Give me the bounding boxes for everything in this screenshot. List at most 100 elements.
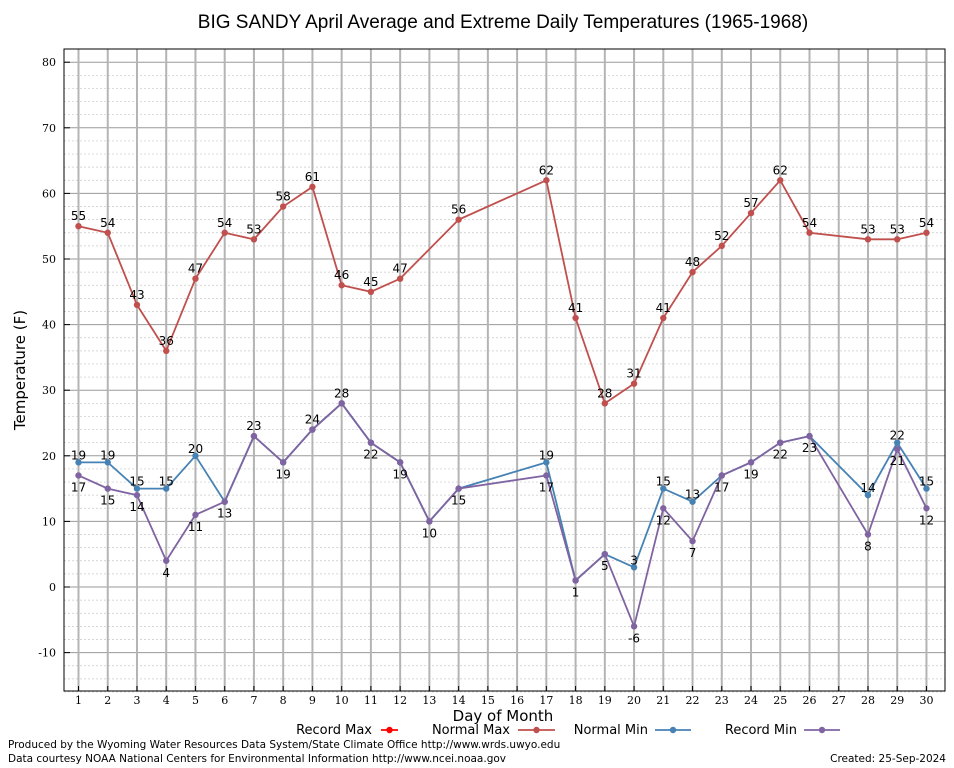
normal-min-data-label: 23 bbox=[802, 441, 817, 455]
normal-max-data-label: 55 bbox=[71, 209, 86, 223]
record-min-point bbox=[250, 432, 258, 440]
normal-max-point bbox=[543, 177, 550, 184]
normal-min-data-label: 19 bbox=[743, 467, 758, 481]
record-min-data-label: 14 bbox=[129, 500, 144, 514]
record-min-data-label: 21 bbox=[890, 454, 905, 468]
normal-min-data-label: 13 bbox=[685, 488, 700, 502]
normal-max-point bbox=[894, 236, 901, 243]
y-tick-label: 80 bbox=[42, 56, 56, 69]
record-min-point bbox=[543, 472, 550, 479]
normal-max-point bbox=[367, 288, 375, 295]
record-min-data-label: 17 bbox=[71, 480, 86, 494]
legend: Record Max Normal Max Normal Min Record Min bbox=[296, 723, 840, 738]
normal-max-data-label: 62 bbox=[539, 163, 554, 177]
normal-min-data-label: 15 bbox=[656, 475, 671, 489]
record-min-point bbox=[601, 551, 609, 558]
x-tick-label: 7 bbox=[250, 694, 257, 707]
record-min-point bbox=[777, 439, 784, 446]
normal-min-data-label: 5 bbox=[601, 559, 609, 573]
footer-created-date: Created: 25-Sep-2024 bbox=[830, 753, 946, 765]
normal-min-data-label: 19 bbox=[100, 448, 115, 462]
record-min-point bbox=[806, 432, 813, 440]
normal-max-point bbox=[747, 209, 755, 217]
record-min-data-label: 4 bbox=[162, 566, 170, 580]
x-tick-label: 14 bbox=[452, 694, 466, 707]
normal-max-line bbox=[78, 178, 927, 405]
normal-max-data-label: 41 bbox=[656, 301, 671, 315]
normal-min-data-label: 24 bbox=[305, 413, 320, 427]
normal-min-data-label: 13 bbox=[217, 507, 232, 521]
record-min-point bbox=[923, 505, 930, 512]
normal-min-point bbox=[133, 485, 141, 492]
record-min-point bbox=[104, 485, 111, 492]
record-min-data-label: -6 bbox=[628, 631, 640, 645]
normal-min-data-label: 15 bbox=[451, 494, 466, 508]
x-tick-label: 16 bbox=[510, 694, 524, 707]
x-tick-label: 24 bbox=[744, 694, 758, 707]
record-min-point bbox=[630, 623, 638, 630]
y-tick-label: 50 bbox=[42, 253, 56, 266]
normal-min-point bbox=[192, 452, 199, 459]
normal-min-data-label: 22 bbox=[890, 429, 905, 443]
record-min-data-label: 12 bbox=[919, 513, 934, 527]
normal-max-point bbox=[192, 275, 199, 282]
record-min-point bbox=[133, 491, 141, 499]
record-min-data-label: 8 bbox=[864, 540, 872, 554]
x-tick-label: 17 bbox=[539, 694, 553, 707]
normal-max-point bbox=[689, 268, 696, 276]
normal-max-data-label: 45 bbox=[363, 275, 378, 289]
normal-max-point bbox=[221, 229, 228, 236]
record-min-point bbox=[192, 511, 199, 519]
chart-title: BIG SANDY April Average and Extreme Dail… bbox=[198, 12, 808, 33]
record-min-data-label: 7 bbox=[689, 546, 697, 560]
legend-marker-record-max bbox=[386, 726, 393, 734]
normal-max-data-label: 53 bbox=[860, 222, 875, 236]
normal-max-data-label: 43 bbox=[129, 288, 144, 302]
y-tick-label: 0 bbox=[49, 581, 56, 594]
normal-max-point bbox=[75, 223, 82, 230]
record-min-point bbox=[455, 485, 462, 492]
x-tick-label: 21 bbox=[656, 694, 670, 707]
normal-max-data-label: 54 bbox=[217, 216, 232, 230]
normal-min-data-label: 22 bbox=[773, 448, 788, 462]
normal-min-point bbox=[660, 485, 667, 492]
record-min-point bbox=[894, 446, 901, 453]
normal-min-data-label: 14 bbox=[860, 481, 875, 495]
record-min-point bbox=[396, 459, 404, 466]
normal-max-point bbox=[660, 314, 667, 322]
normal-min-data-label: 15 bbox=[129, 475, 144, 489]
x-tick-label: 20 bbox=[627, 694, 641, 707]
x-tick-label: 2 bbox=[104, 694, 111, 707]
x-tick-label: 6 bbox=[221, 694, 228, 707]
normal-max-point bbox=[133, 301, 141, 309]
normal-min-data-label: 28 bbox=[334, 386, 349, 400]
normal-min-point bbox=[75, 459, 82, 466]
x-tick-label: 5 bbox=[192, 694, 199, 707]
x-tick-label: 22 bbox=[686, 694, 700, 707]
y-tick-label: -10 bbox=[38, 647, 56, 660]
normal-max-data-label: 53 bbox=[890, 222, 905, 236]
normal-max-point bbox=[163, 347, 170, 355]
legend-marker-normal-max bbox=[533, 726, 540, 734]
normal-max-data-label: 56 bbox=[451, 203, 466, 217]
legend-marker-normal-min bbox=[669, 726, 677, 734]
x-tick-label: 4 bbox=[163, 694, 170, 707]
x-axis-title: Day of Month bbox=[453, 707, 554, 725]
normal-min-data-label: 22 bbox=[363, 448, 378, 462]
y-axis-ticks: -10 0 10 20 30 40 50 60 70 80 bbox=[38, 56, 70, 660]
record-min-point bbox=[75, 472, 82, 479]
normal-min-point bbox=[689, 498, 696, 505]
record-min-point bbox=[279, 459, 287, 466]
x-tick-label: 3 bbox=[133, 694, 140, 707]
footer-data-courtesy: Data courtesy NOAA National Centers for … bbox=[8, 753, 507, 765]
normal-min-point bbox=[894, 439, 901, 446]
normal-max-point bbox=[104, 229, 111, 236]
plot-grid bbox=[64, 48, 945, 693]
record-min-point bbox=[689, 537, 696, 545]
series-layer bbox=[75, 177, 930, 630]
normal-min-point bbox=[923, 485, 930, 492]
normal-max-point bbox=[396, 275, 404, 282]
normal-min-point bbox=[630, 564, 638, 571]
y-tick-label: 60 bbox=[42, 187, 56, 200]
